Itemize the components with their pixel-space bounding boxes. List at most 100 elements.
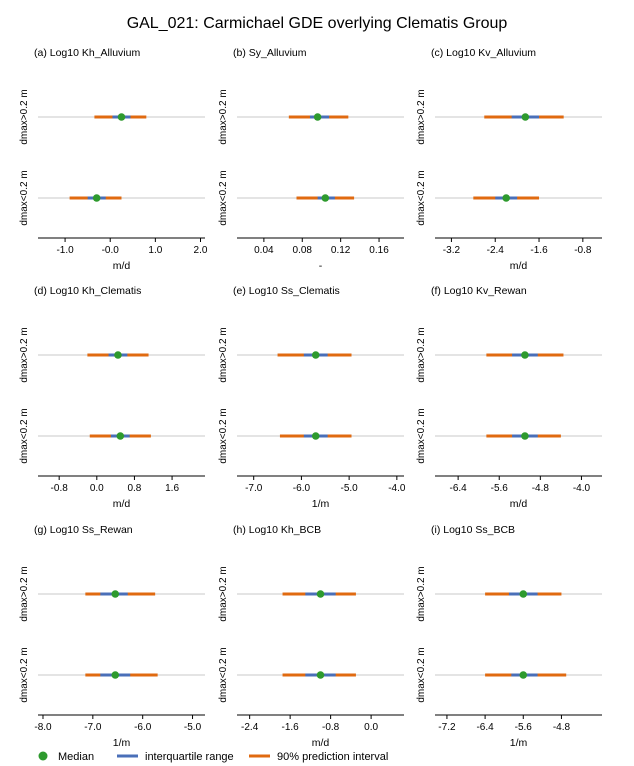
x-axis-label: m/d bbox=[113, 260, 131, 272]
panel-7: (g) Log10 Ss_Rewan dmax>0.2 m dmax<0.2 m -8… bbox=[19, 524, 205, 749]
x-tick-label: -5.0 bbox=[184, 722, 202, 733]
x-tick-label: -4.0 bbox=[573, 483, 591, 494]
median-marker bbox=[117, 113, 126, 121]
legend-median-label: Median bbox=[58, 751, 94, 763]
median-marker bbox=[92, 194, 101, 202]
x-tick-label: -5.6 bbox=[491, 483, 509, 494]
legend-pi90-label: 90% prediction interval bbox=[277, 751, 388, 763]
x-tick-label: -4.8 bbox=[532, 483, 550, 494]
x-tick-label: -2.4 bbox=[487, 245, 505, 256]
median-marker bbox=[519, 671, 528, 679]
x-tick-label: -6.4 bbox=[476, 722, 494, 733]
x-tick-label: 0.12 bbox=[331, 245, 351, 256]
panel-1: (a) Log10 Kh_Alluvium dmax>0.2 m dmax<0.2 … bbox=[19, 47, 208, 272]
median-marker bbox=[111, 671, 120, 679]
x-tick-label: -1.6 bbox=[282, 722, 300, 733]
median-marker bbox=[311, 351, 320, 359]
x-tick-label: -6.4 bbox=[450, 483, 468, 494]
median-marker bbox=[316, 590, 325, 598]
row-label: dmax>0.2 m bbox=[218, 89, 229, 144]
median-marker bbox=[114, 351, 122, 359]
panel-4: (d) Log10 Kh_Clematis dmax>0.2 m dmax<0.2 … bbox=[19, 285, 205, 510]
legend-iqr-label: interquartile range bbox=[145, 751, 234, 763]
row-label: dmax<0.2 m bbox=[19, 170, 30, 225]
x-axis-label: 1/m bbox=[113, 737, 131, 749]
x-tick-label: -8.0 bbox=[34, 722, 52, 733]
x-tick-label: -7.2 bbox=[438, 722, 456, 733]
median-marker bbox=[521, 351, 529, 359]
row-label: dmax>0.2 m bbox=[19, 89, 30, 144]
median-marker bbox=[111, 590, 120, 598]
x-tick-label: -4.0 bbox=[388, 483, 406, 494]
median-marker bbox=[311, 432, 320, 440]
panel-2: (b) Sy_Alluvium dmax>0.2 m dmax<0.2 m 0.04 0… bbox=[218, 47, 404, 272]
x-tick-label: -0.8 bbox=[322, 722, 340, 733]
row-label: dmax<0.2 m bbox=[19, 647, 30, 702]
x-tick-label: 0.04 bbox=[254, 245, 274, 256]
row-label: dmax>0.2 m bbox=[19, 566, 30, 621]
x-axis-label: 1/m bbox=[510, 737, 528, 749]
x-tick-label: 0.8 bbox=[127, 483, 141, 494]
row-label: dmax>0.2 m bbox=[19, 327, 30, 382]
panel-title: (d) Log10 Kh_Clematis bbox=[34, 285, 141, 297]
x-tick-label: -5.0 bbox=[341, 483, 359, 494]
panel-8: (h) Log10 Kh_BCB dmax>0.2 m dmax<0.2 m -2.4… bbox=[218, 524, 404, 749]
x-tick-label: -3.2 bbox=[443, 245, 461, 256]
median-marker bbox=[521, 113, 530, 121]
figure-title: GAL_021: Carmichael GDE overlying Clemat… bbox=[127, 15, 508, 32]
panel-title: (i) Log10 Ss_BCB bbox=[431, 524, 515, 536]
panel-title: (f) Log10 Kv_Rewan bbox=[431, 285, 527, 297]
x-axis-label: m/d bbox=[510, 498, 528, 510]
row-label: dmax<0.2 m bbox=[218, 408, 229, 463]
x-tick-label: 0.0 bbox=[90, 483, 104, 494]
panel-title: (b) Sy_Alluvium bbox=[233, 47, 307, 59]
x-tick-label: 0.08 bbox=[293, 245, 313, 256]
median-marker bbox=[313, 113, 322, 121]
row-label: dmax>0.2 m bbox=[218, 327, 229, 382]
x-tick-label: 2.0 bbox=[194, 245, 208, 256]
median-marker bbox=[316, 671, 325, 679]
x-tick-label: -4.8 bbox=[553, 722, 571, 733]
x-tick-label: -0.8 bbox=[51, 483, 69, 494]
row-label: dmax<0.2 m bbox=[416, 647, 427, 702]
panel-title: (h) Log10 Kh_BCB bbox=[233, 524, 321, 536]
panel-9: (i) Log10 Ss_BCB dmax>0.2 m dmax<0.2 m -7.2… bbox=[416, 524, 602, 749]
panel-grid: (a) Log10 Kh_Alluvium dmax>0.2 m dmax<0.2 … bbox=[19, 47, 602, 749]
x-tick-label: 0.16 bbox=[369, 245, 389, 256]
x-tick-label: 1.6 bbox=[165, 483, 179, 494]
x-axis-label: m/d bbox=[113, 498, 131, 510]
row-label: dmax<0.2 m bbox=[218, 170, 229, 225]
row-label: dmax<0.2 m bbox=[218, 647, 229, 702]
panel-title: (e) Log10 Ss_Clematis bbox=[233, 285, 340, 297]
panel-title: (a) Log10 Kh_Alluvium bbox=[34, 47, 140, 59]
row-label: dmax>0.2 m bbox=[416, 89, 427, 144]
x-tick-label: -7.0 bbox=[245, 483, 263, 494]
x-tick-label: -5.6 bbox=[515, 722, 533, 733]
x-tick-label: 1.0 bbox=[148, 245, 162, 256]
median-marker bbox=[521, 432, 529, 440]
x-tick-label: -0.8 bbox=[574, 245, 592, 256]
x-axis-label: m/d bbox=[510, 260, 528, 272]
median-marker bbox=[519, 590, 528, 598]
x-tick-label: -1.0 bbox=[56, 245, 74, 256]
x-axis-label: - bbox=[319, 260, 323, 272]
median-marker bbox=[502, 194, 510, 202]
row-label: dmax>0.2 m bbox=[218, 566, 229, 621]
panel-6: (f) Log10 Kv_Rewan dmax>0.2 m dmax<0.2 m -6… bbox=[416, 285, 602, 510]
row-label: dmax<0.2 m bbox=[19, 408, 30, 463]
median-marker bbox=[116, 432, 125, 440]
panel-title: (c) Log10 Kv_Alluvium bbox=[431, 47, 536, 59]
legend-median-marker bbox=[38, 751, 48, 761]
row-label: dmax<0.2 m bbox=[416, 408, 427, 463]
row-label: dmax>0.2 m bbox=[416, 566, 427, 621]
panel-title: (g) Log10 Ss_Rewan bbox=[34, 524, 133, 536]
x-tick-label: -0.0 bbox=[102, 245, 120, 256]
x-tick-label: 0.0 bbox=[364, 722, 378, 733]
x-tick-label: -1.6 bbox=[530, 245, 548, 256]
panel-5: (e) Log10 Ss_Clematis dmax>0.2 m dmax<0.2 … bbox=[218, 285, 406, 510]
x-tick-label: -6.0 bbox=[134, 722, 152, 733]
x-tick-label: -2.4 bbox=[241, 722, 259, 733]
row-label: dmax<0.2 m bbox=[416, 170, 427, 225]
median-marker bbox=[321, 194, 330, 202]
